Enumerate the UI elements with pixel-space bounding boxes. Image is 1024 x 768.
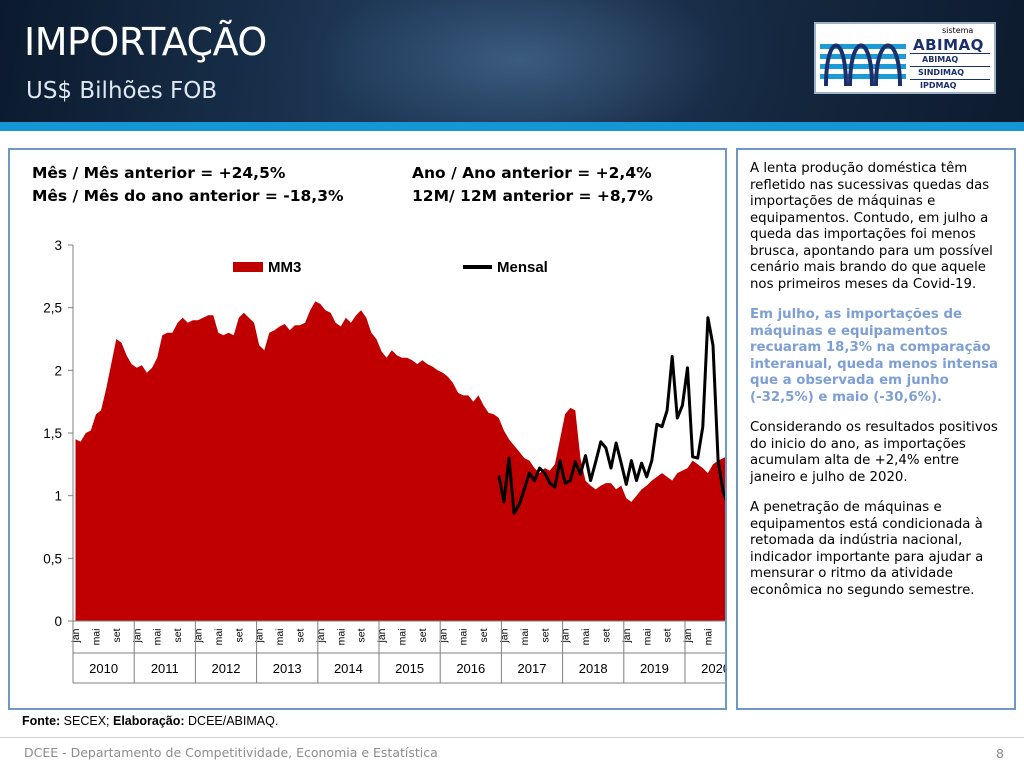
commentary-highlight: Em julho, as importações de máquinas e e…: [750, 307, 998, 405]
logo-abimaq-sub: ABIMAQ: [922, 55, 959, 64]
stat-month-year-ago: Mês / Mês do ano anterior = -18,3%: [32, 187, 344, 205]
logo-ipdmaq-text: IPDMAQ: [920, 81, 957, 90]
x-year-label: 2010: [89, 661, 118, 676]
x-month-label: mai: [274, 629, 286, 646]
series-mm3-area: [75, 301, 725, 621]
x-month-label: jan: [70, 628, 82, 643]
legend-mm3-label: MM3: [268, 259, 301, 276]
page-number: 8: [996, 746, 1004, 761]
x-month-label: jan: [498, 628, 510, 643]
x-month-label: jan: [376, 628, 388, 643]
footer-divider: [0, 737, 1024, 738]
x-month-label: set: [723, 628, 725, 642]
x-year-label: 2018: [579, 661, 608, 676]
header-banner: IMPORTAÇÃO US$ Bilhões FOB sistema ABIMA…: [0, 0, 1024, 122]
elaboration-value: DCEE/ABIMAQ.: [184, 714, 279, 728]
y-tick-label: 0: [54, 614, 62, 629]
y-tick-label: 3: [54, 238, 62, 253]
y-tick-label: 0,5: [43, 551, 62, 566]
x-month-label: mai: [335, 629, 347, 646]
logo-divider: [910, 79, 990, 80]
commentary-paragraph: Considerando os resultados positivos do …: [750, 420, 998, 485]
x-month-label: jan: [192, 628, 204, 643]
commentary-paragraph: A penetração de máquinas e equipamentos …: [750, 500, 984, 598]
stat-month-over-month: Mês / Mês anterior = +24,5%: [32, 164, 286, 182]
x-month-label: mai: [519, 629, 531, 646]
x-month-label: set: [294, 628, 306, 642]
x-month-label: mai: [641, 629, 653, 646]
x-month-label: set: [539, 628, 551, 642]
x-month-label: set: [172, 628, 184, 642]
commentary-panel: A lenta produção doméstica têm refletido…: [736, 148, 1016, 710]
x-month-label: mai: [152, 629, 164, 646]
x-year-label: 2012: [212, 661, 241, 676]
x-month-label: jan: [437, 628, 449, 643]
source-value: SECEX;: [60, 714, 113, 728]
chart-panel: Mês / Mês anterior = +24,5% Mês / Mês do…: [8, 148, 727, 710]
y-tick-label: 1,5: [43, 426, 62, 441]
y-tick-label: 2,5: [43, 301, 62, 316]
header-glow: [260, 0, 780, 122]
commentary-paragraph: A lenta produção doméstica têm refletido…: [750, 161, 993, 292]
x-year-label: 2017: [518, 661, 547, 676]
x-year-label: 2016: [456, 661, 485, 676]
source-label: Fonte:: [22, 714, 61, 728]
globe-logo-icon: [820, 28, 906, 88]
x-month-label: set: [662, 628, 674, 642]
x-year-label: 2015: [395, 661, 424, 676]
header-stripe: [0, 122, 1024, 131]
source-note: Fonte: SECEX; Elaboração: DCEE/ABIMAQ.: [22, 714, 278, 728]
y-tick-label: 1: [54, 489, 62, 504]
x-year-label: 2011: [151, 661, 179, 676]
x-month-label: jan: [254, 628, 266, 643]
x-month-label: set: [233, 628, 245, 642]
x-year-label: 2019: [640, 661, 669, 676]
elaboration-label: Elaboração:: [112, 714, 185, 728]
x-year-label: 2013: [273, 661, 302, 676]
x-month-label: set: [478, 628, 490, 642]
x-month-label: mai: [580, 629, 592, 646]
x-year-label: 2020: [701, 661, 725, 676]
x-month-label: jan: [315, 628, 327, 643]
x-month-label: mai: [90, 629, 102, 646]
stat-12-month: 12M/ 12M anterior = +8,7%: [412, 187, 653, 205]
x-month-label: jan: [560, 628, 572, 643]
logo-divider: [910, 66, 990, 67]
legend-mm3-swatch: [233, 262, 263, 272]
x-month-label: set: [111, 628, 123, 642]
logo-sindimaq-text: SINDIMAQ: [918, 68, 965, 77]
x-month-label: mai: [458, 629, 470, 646]
logo-sistema-text: sistema: [942, 26, 974, 35]
x-month-label: jan: [682, 628, 694, 643]
page-subtitle: US$ Bilhões FOB: [26, 78, 218, 104]
page-title: IMPORTAÇÃO: [24, 20, 267, 64]
logo-abimaq-text: ABIMAQ: [913, 36, 984, 54]
series-mensal-line: [497, 316, 725, 515]
x-month-label: mai: [396, 629, 408, 646]
abimaq-logo: sistema ABIMAQ ABIMAQ SINDIMAQ IPDMAQ: [814, 22, 996, 94]
logo-divider: [910, 53, 990, 54]
x-month-label: jan: [621, 628, 633, 643]
stat-year-to-date: Ano / Ano anterior = +2,4%: [412, 164, 652, 182]
x-month-label: mai: [702, 629, 714, 646]
y-tick-label: 2: [54, 363, 62, 378]
x-year-label: 2014: [334, 661, 363, 676]
x-month-label: jan: [131, 628, 143, 643]
footer-text: DCEE - Departamento de Competitividade, …: [24, 745, 438, 760]
x-month-label: set: [356, 628, 368, 642]
x-month-label: set: [600, 628, 612, 642]
x-month-label: mai: [213, 629, 225, 646]
legend-mensal-label: Mensal: [497, 259, 548, 276]
x-month-label: set: [417, 628, 429, 642]
